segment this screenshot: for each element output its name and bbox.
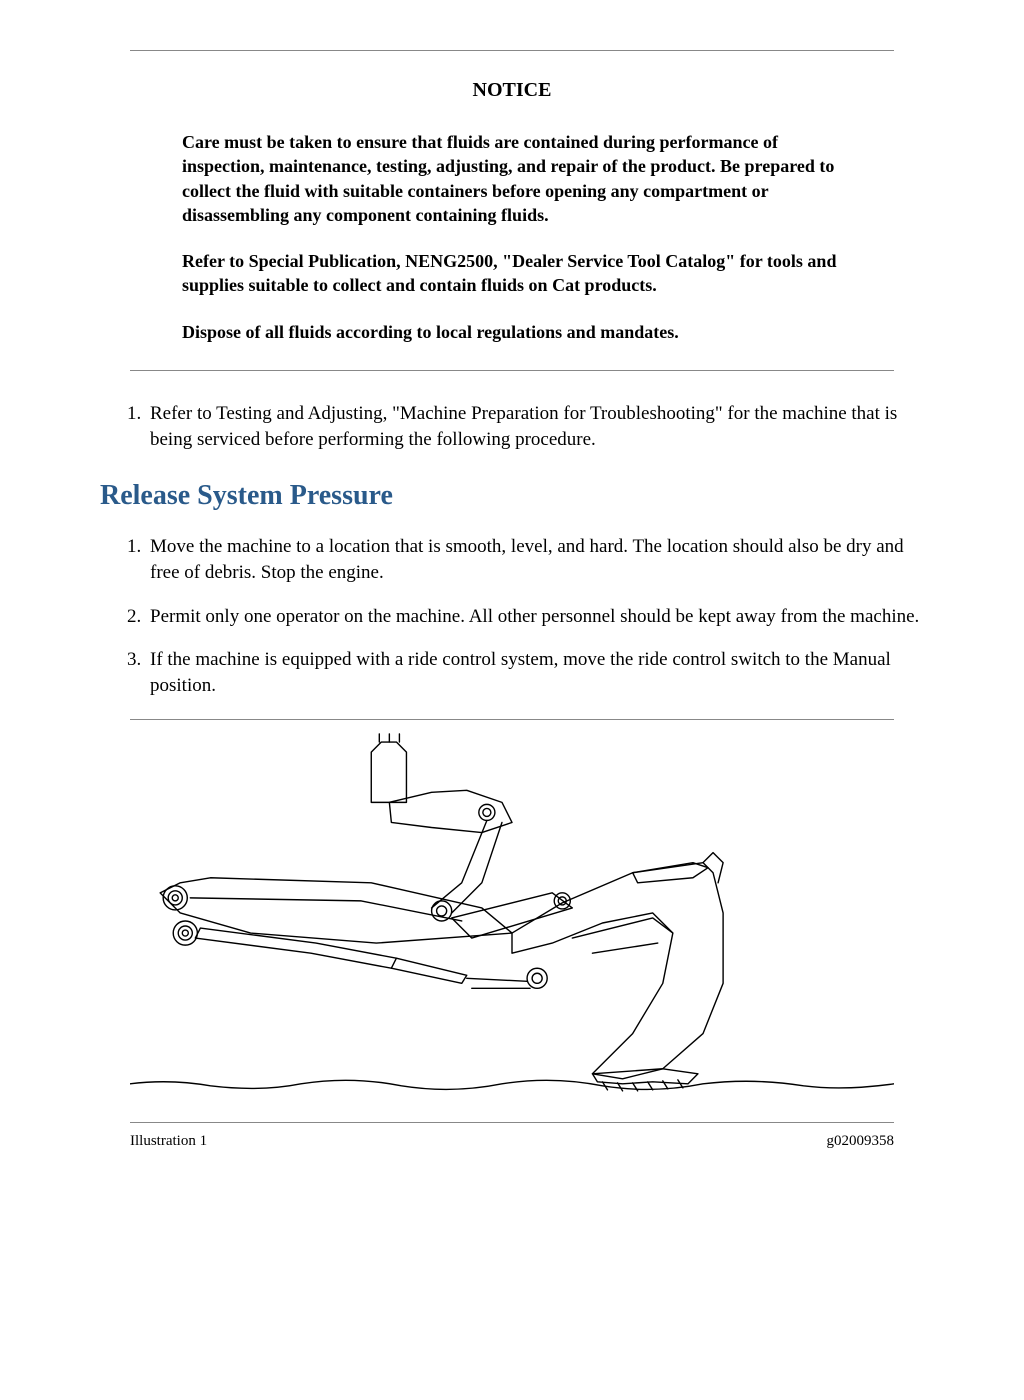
intro-list-item: Refer to Testing and Adjusting, "Machine… <box>146 401 924 452</box>
illustration-block: Illustration 1 g02009358 <box>130 719 894 1150</box>
notice-title: NOTICE <box>182 79 842 102</box>
illustration-label: Illustration 1 <box>130 1133 207 1150</box>
loader-bucket-diagram <box>130 732 894 1114</box>
step-item: If the machine is equipped with a ride c… <box>146 647 924 698</box>
illustration-footer: Illustration 1 g02009358 <box>130 1122 894 1150</box>
steps-list: Move the machine to a location that is s… <box>100 534 924 698</box>
section-heading: Release System Pressure <box>100 480 924 512</box>
illustration-code: g02009358 <box>827 1133 895 1150</box>
notice-box: NOTICE Care must be taken to ensure that… <box>130 50 894 371</box>
document-page: NOTICE Care must be taken to ensure that… <box>0 0 1024 1190</box>
step-item: Permit only one operator on the machine.… <box>146 604 924 630</box>
step-item: Move the machine to a location that is s… <box>146 534 924 585</box>
notice-paragraph: Dispose of all fluids according to local… <box>182 320 842 344</box>
notice-paragraph: Refer to Special Publication, NENG2500, … <box>182 249 842 298</box>
intro-list: Refer to Testing and Adjusting, "Machine… <box>100 401 924 452</box>
notice-paragraph: Care must be taken to ensure that fluids… <box>182 130 842 227</box>
